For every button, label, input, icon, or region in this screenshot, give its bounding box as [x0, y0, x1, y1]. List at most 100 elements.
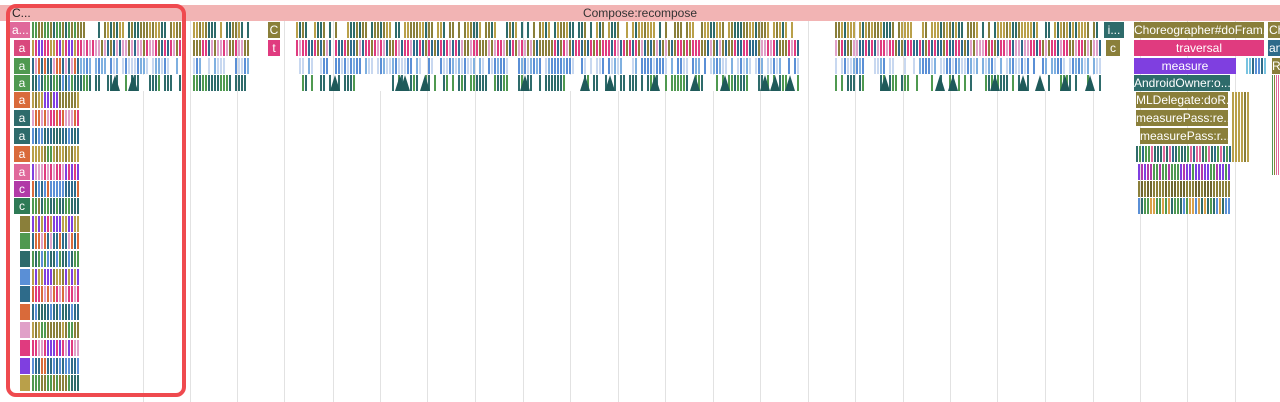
trace-slice[interactable] — [698, 22, 700, 38]
trace-slice[interactable] — [940, 22, 942, 38]
trace-slice[interactable] — [371, 22, 373, 38]
trace-slice[interactable] — [704, 75, 706, 91]
trace-slice[interactable] — [716, 75, 718, 91]
trace-slice[interactable] — [44, 181, 46, 197]
trace-slice[interactable] — [62, 128, 64, 144]
trace-slice[interactable] — [20, 322, 30, 338]
trace-slice[interactable] — [940, 40, 942, 56]
trace-slice[interactable] — [35, 128, 37, 144]
trace-slice[interactable] — [395, 40, 397, 56]
trace-slice[interactable] — [77, 110, 79, 126]
trace-slice[interactable] — [56, 58, 58, 74]
trace-slice[interactable] — [74, 304, 76, 320]
trace-slice[interactable] — [1202, 146, 1204, 162]
trace-slice[interactable] — [1063, 40, 1065, 56]
trace-slice[interactable] — [1174, 198, 1176, 214]
trace-slice[interactable] — [32, 198, 34, 214]
trace-slice[interactable] — [1018, 22, 1020, 38]
trace-slice[interactable] — [877, 75, 879, 91]
trace-slice[interactable] — [377, 22, 379, 38]
trace-slice[interactable] — [841, 22, 843, 38]
trace-slice[interactable] — [50, 216, 52, 232]
trace-slice[interactable] — [1183, 198, 1185, 214]
trace-slice[interactable] — [602, 40, 604, 56]
trace-slice[interactable] — [65, 40, 67, 56]
trace-slice[interactable] — [77, 58, 79, 74]
trace-slice[interactable] — [161, 40, 163, 56]
trace-slice[interactable] — [59, 181, 61, 197]
trace-slice[interactable] — [208, 22, 210, 38]
trace-slice[interactable] — [1165, 181, 1167, 197]
trace-slice[interactable] — [41, 164, 43, 180]
trace-slice[interactable] — [755, 40, 757, 56]
trace-slice[interactable] — [47, 146, 49, 162]
trace-slice[interactable] — [149, 22, 151, 38]
trace-slice[interactable] — [170, 75, 172, 91]
trace-slice[interactable] — [65, 181, 67, 197]
trace-slice[interactable] — [596, 40, 598, 56]
trace-slice[interactable] — [449, 75, 451, 91]
trace-slice[interactable] — [901, 58, 903, 74]
trace-slice[interactable] — [743, 40, 745, 56]
trace-slice[interactable] — [557, 75, 559, 91]
trace-slice[interactable] — [92, 22, 94, 38]
trace-slice[interactable] — [176, 58, 178, 74]
trace-slice[interactable] — [173, 58, 175, 74]
trace-slice[interactable] — [56, 128, 58, 144]
trace-slice[interactable] — [350, 22, 352, 38]
trace-slice[interactable] — [74, 358, 76, 374]
trace-slice[interactable] — [1207, 198, 1209, 214]
trace-slice[interactable] — [407, 58, 409, 74]
trace-slice[interactable] — [56, 110, 58, 126]
trace-slice[interactable] — [137, 40, 139, 56]
trace-slice[interactable] — [928, 40, 930, 56]
trace-slice[interactable] — [749, 22, 751, 38]
trace-slice[interactable] — [1156, 198, 1158, 214]
trace-slice[interactable] — [59, 216, 61, 232]
trace-slice[interactable] — [47, 58, 49, 74]
trace-slice[interactable] — [1272, 75, 1273, 175]
trace-slice[interactable] — [44, 92, 46, 108]
trace-slice[interactable] — [38, 110, 40, 126]
trace-slice[interactable] — [302, 58, 304, 74]
trace-slice[interactable] — [41, 110, 43, 126]
trace-slice[interactable] — [638, 40, 640, 56]
trace-slice[interactable] — [967, 58, 969, 74]
trace-slice[interactable] — [68, 110, 70, 126]
trace-slice[interactable] — [404, 40, 406, 56]
trace-slice[interactable] — [68, 181, 70, 197]
trace-slice[interactable] — [740, 58, 742, 74]
trace-slice[interactable] — [910, 22, 912, 38]
trace-slice[interactable] — [344, 75, 346, 91]
trace-slice[interactable] — [569, 22, 571, 38]
trace-slice[interactable] — [1201, 181, 1203, 197]
trace-slice[interactable] — [344, 58, 346, 74]
trace-slice[interactable] — [602, 75, 604, 91]
trace-slice[interactable] — [473, 22, 475, 38]
trace-slice[interactable] — [1009, 40, 1011, 56]
trace-slice[interactable] — [1196, 146, 1198, 162]
trace-slice[interactable] — [71, 92, 73, 108]
trace-slice[interactable] — [365, 40, 367, 56]
trace-slice[interactable] — [761, 22, 763, 38]
trace-slice[interactable] — [976, 75, 978, 91]
trace-slice[interactable] — [985, 22, 987, 38]
trace-slice[interactable] — [35, 233, 37, 249]
trace-slice[interactable] — [305, 22, 307, 38]
trace-slice[interactable] — [149, 40, 151, 56]
trace-slice[interactable] — [895, 58, 897, 74]
trace-slice[interactable] — [524, 22, 526, 38]
trace-slice[interactable] — [47, 375, 49, 391]
trace-slice[interactable] — [1195, 181, 1197, 197]
trace-slice[interactable] — [889, 22, 891, 38]
trace-slice[interactable] — [77, 198, 79, 214]
trace-slice[interactable] — [199, 22, 201, 38]
trace-slice[interactable] — [560, 75, 562, 91]
trace-slice[interactable] — [83, 75, 85, 91]
trace-slice[interactable] — [1220, 146, 1222, 162]
root-slice-first[interactable]: C... — [10, 5, 32, 21]
trace-slice[interactable] — [856, 40, 858, 56]
trace-slice[interactable] — [949, 22, 951, 38]
trace-slice[interactable] — [214, 58, 216, 74]
trace-slice[interactable] — [560, 58, 562, 74]
